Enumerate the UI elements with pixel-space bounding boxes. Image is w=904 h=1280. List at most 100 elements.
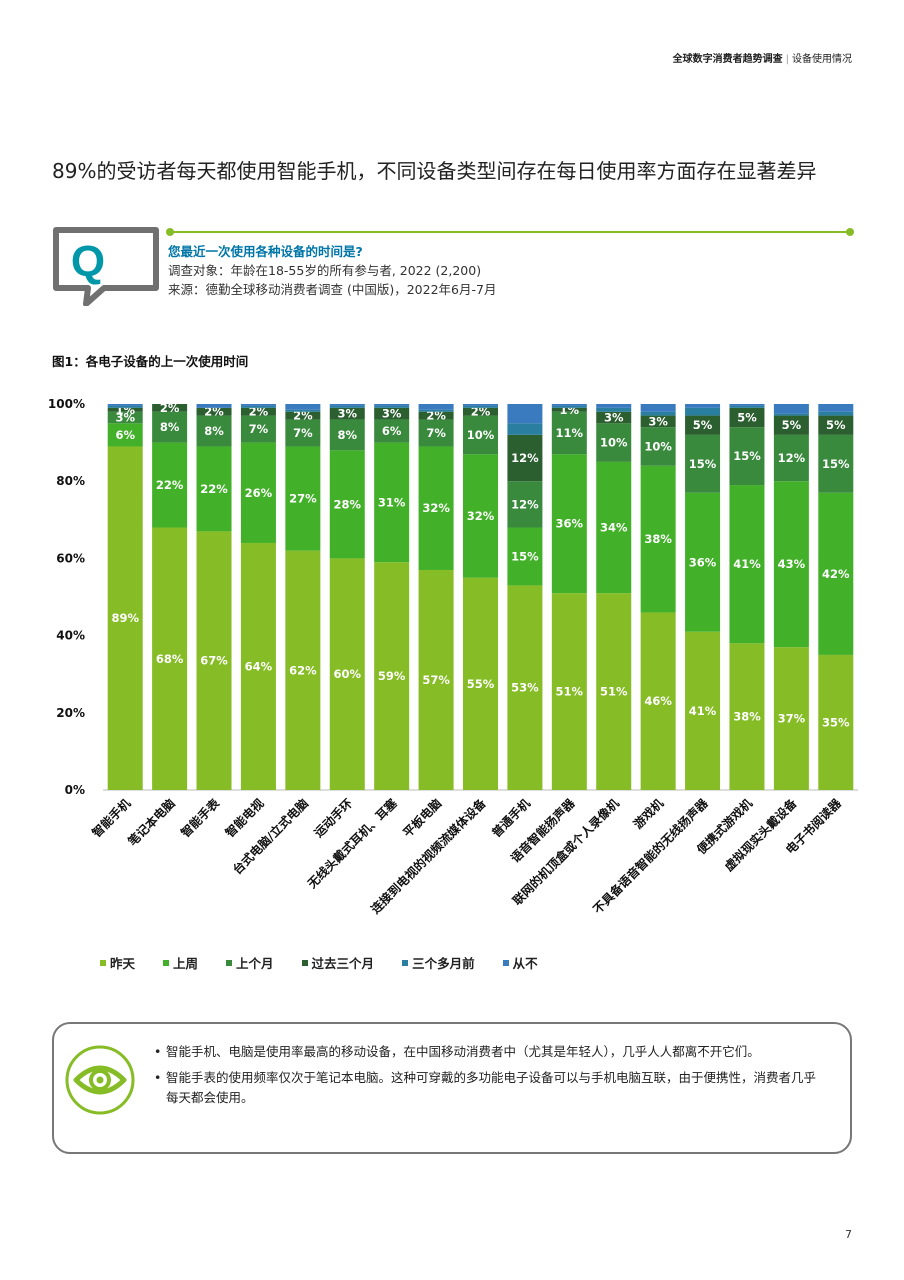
data-label: 15% xyxy=(733,449,761,463)
bar-segment xyxy=(240,542,276,790)
bar-segment xyxy=(729,643,765,790)
bar-segment xyxy=(773,404,809,414)
legend-swatch xyxy=(226,959,233,966)
section-title: 设备使用情况 xyxy=(792,54,852,65)
bar-segment xyxy=(551,405,587,408)
data-label: 28% xyxy=(333,497,361,511)
data-label: 89% xyxy=(111,611,139,625)
bar-segment xyxy=(596,404,632,408)
data-label: 7% xyxy=(293,426,313,440)
bar-segment xyxy=(685,631,721,790)
bar-segment xyxy=(729,404,765,406)
running-header: 全球数字消费者趋势调查 | 设备使用情况 xyxy=(673,50,852,65)
data-label: 38% xyxy=(644,532,672,546)
legend-label: 三个多月前 xyxy=(412,956,475,971)
data-label: 64% xyxy=(245,659,273,673)
bar-segment xyxy=(729,405,765,408)
bar-segment xyxy=(596,461,632,594)
bar-segment xyxy=(240,405,276,408)
y-tick-label: 20% xyxy=(56,706,85,720)
bar-segment xyxy=(374,442,410,563)
bar-segment xyxy=(729,427,765,486)
legend-item: 昨天 xyxy=(100,953,135,972)
bar-segment xyxy=(507,585,543,790)
x-tick-label: 虚拟现实头戴设备 xyxy=(721,795,800,874)
insight-list: 智能手机、电脑是使用率最高的移动设备，在中国移动消费者中（尤其是年轻人），几乎人… xyxy=(154,1042,826,1114)
question-title: 您最近一次使用各种设备的时间是? xyxy=(168,244,363,259)
bar-segment xyxy=(240,415,276,443)
bar-segment xyxy=(729,407,765,428)
bar-segment xyxy=(152,527,188,790)
legend-label: 上个月 xyxy=(236,956,274,971)
data-label: 8% xyxy=(160,420,180,434)
bar-segment xyxy=(551,593,587,790)
bar-segment xyxy=(107,405,143,408)
bar-segment xyxy=(551,407,587,412)
y-tick-label: 100% xyxy=(48,397,85,411)
bar-segment xyxy=(818,404,854,412)
bar-segment xyxy=(818,434,854,493)
data-label: 57% xyxy=(422,673,450,687)
legend-item: 三个多月前 xyxy=(402,953,475,972)
legend-item: 上周 xyxy=(163,953,198,972)
data-label: 5% xyxy=(737,411,757,425)
x-tick-label: 普通手机 xyxy=(488,796,533,841)
bar-segment xyxy=(551,404,587,406)
bar-segment xyxy=(196,415,232,447)
data-label: 46% xyxy=(644,694,672,708)
bar-segment xyxy=(418,409,454,412)
bar-segment xyxy=(685,404,721,408)
data-label: 2% xyxy=(471,405,491,419)
bar-segment xyxy=(818,654,854,790)
data-label: 36% xyxy=(556,517,584,531)
x-tick-label: 运动手环 xyxy=(311,796,356,841)
legend-swatch xyxy=(301,959,308,966)
bar-segment xyxy=(463,454,498,578)
bar-segment xyxy=(240,404,276,406)
data-label: 10% xyxy=(600,436,628,450)
data-label: 42% xyxy=(822,567,850,581)
question-divider xyxy=(166,228,854,236)
bar-segment xyxy=(507,527,543,586)
bar-segment xyxy=(418,411,454,420)
data-label: 2% xyxy=(249,405,269,419)
data-label: 41% xyxy=(689,704,717,718)
data-label: 12% xyxy=(511,497,539,511)
bar-segment xyxy=(374,407,410,420)
data-label: 10% xyxy=(644,439,672,453)
data-label: 3% xyxy=(115,411,135,425)
bar-segment xyxy=(773,647,809,790)
bar-segment xyxy=(418,569,454,790)
x-tick-label: 台式电脑/立式电脑 xyxy=(229,796,311,878)
bar-segment xyxy=(596,423,632,462)
data-label: 2% xyxy=(204,405,224,419)
bar-segment xyxy=(196,404,232,408)
bar-segment xyxy=(640,465,676,613)
bar-segment xyxy=(773,415,809,435)
bar-segment xyxy=(463,415,498,455)
bar-segment xyxy=(818,411,854,416)
chart-legend: 昨天 上周 上个月 过去三个月 三个多月前 从不 xyxy=(100,953,538,972)
data-label: 67% xyxy=(200,654,228,668)
legend-item: 上个月 xyxy=(226,953,274,972)
stacked-bar-chart: 0%20%40%60%80%100%89%6%3%1%智能手机68%22%8%2… xyxy=(48,397,858,916)
legend-label: 从不 xyxy=(512,956,538,971)
bar-segment xyxy=(640,415,676,428)
bar-segment xyxy=(685,407,721,416)
data-label: 32% xyxy=(467,509,495,523)
bar-segment xyxy=(152,404,188,412)
bar-segment xyxy=(196,407,232,416)
bar-segment xyxy=(418,404,454,410)
eye-icon xyxy=(65,1045,135,1115)
bar-segment xyxy=(818,415,854,435)
legend-swatch xyxy=(402,959,409,966)
bar-segment xyxy=(463,404,498,406)
data-label: 41% xyxy=(733,557,761,571)
bar-segment xyxy=(596,593,632,790)
bar-segment xyxy=(240,407,276,416)
bar-segment xyxy=(640,612,676,790)
bar-segment xyxy=(285,404,321,410)
question-sample: 调查对象：年龄在18-55岁的所有参与者, 2022 (2,200) xyxy=(168,263,482,278)
bar-segment xyxy=(773,434,809,482)
insight-item: 智能手机、电脑是使用率最高的移动设备，在中国移动消费者中（尤其是年轻人），几乎人… xyxy=(154,1042,826,1062)
